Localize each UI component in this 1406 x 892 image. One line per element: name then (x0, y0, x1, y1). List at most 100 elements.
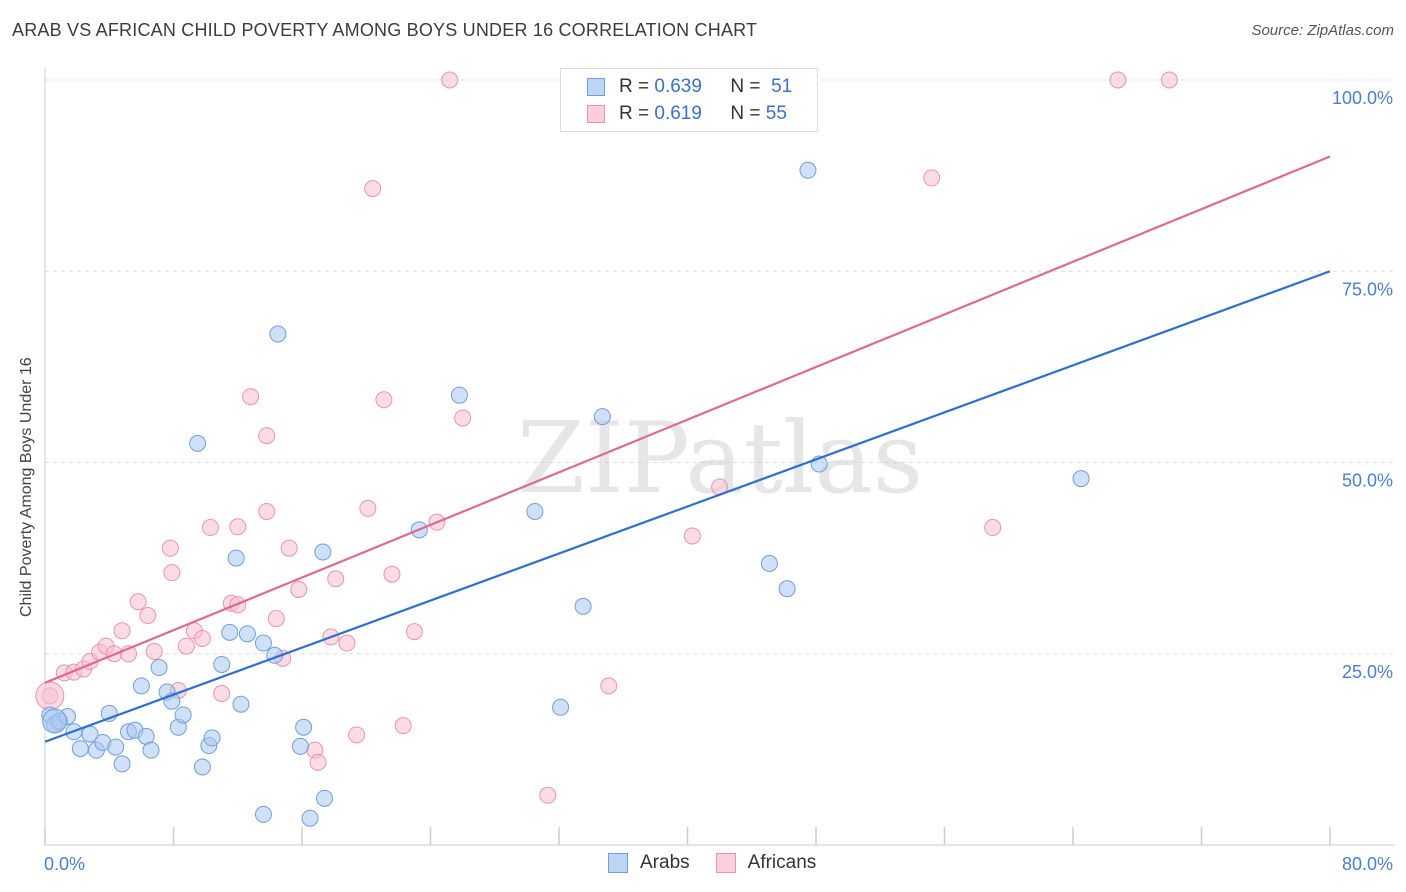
arabs-point (593, 408, 611, 426)
arabs-n-value: 51 (771, 76, 793, 97)
arabs-point (778, 580, 796, 598)
arabs-point (291, 737, 309, 755)
arabs-point (227, 549, 245, 567)
stats-legend: R = 0.639 N = 51 R = 0.619 N = 55 (560, 68, 818, 132)
africans-point (600, 677, 618, 695)
africans-point (139, 607, 157, 624)
arabs-r-label: R = (619, 76, 650, 97)
africans-point (327, 570, 345, 588)
arabs-point (107, 738, 125, 756)
africans-point (364, 180, 382, 198)
y-tick-label: 50.0% (1342, 471, 1393, 491)
africans-point (201, 519, 219, 537)
arabs-point (552, 698, 570, 716)
africans-point (359, 499, 377, 517)
arabs-point (232, 695, 250, 713)
arabs-n-label: N = (730, 76, 761, 97)
africans-point (394, 717, 412, 735)
africans-swatch (587, 105, 605, 123)
africans-r-value: 0.619 (654, 103, 702, 124)
arabs-point (189, 434, 207, 452)
arabs-point (254, 805, 272, 823)
series-legend: Arabs Africans (608, 852, 842, 874)
arabs-point (221, 623, 239, 641)
arabs-point (799, 161, 817, 179)
africans-point (193, 629, 211, 647)
arabs-point (71, 740, 89, 758)
x-tick-label: 0.0% (44, 854, 85, 874)
arabs-point (174, 706, 192, 724)
legend-item-africans: Africans (715, 852, 817, 874)
arabs-trend-line (44, 270, 1331, 743)
africans-r-label: R = (619, 103, 650, 124)
africans-point (539, 786, 557, 804)
africans-point (383, 565, 401, 583)
africans-point (1160, 71, 1178, 89)
arabs-point (1072, 470, 1090, 488)
arabs-point (238, 625, 256, 643)
africans-point (290, 580, 308, 598)
africans-point (405, 623, 423, 641)
africans-point (348, 726, 366, 744)
africans-point-cluster (35, 681, 65, 711)
africans-point (163, 564, 181, 582)
africans-point (177, 637, 195, 655)
legend-africans-label: Africans (747, 852, 817, 873)
arabs-point (269, 325, 287, 343)
arabs-point (574, 597, 592, 615)
africans-point (258, 427, 276, 445)
y-tick-label: 75.0% (1342, 279, 1393, 299)
africans-point (213, 685, 231, 703)
africans-point (1109, 71, 1127, 89)
arabs-point (203, 729, 221, 747)
arabs-point (295, 718, 313, 736)
africans-point (309, 753, 327, 771)
legend-row-arabs: R = 0.639 N = 51 (587, 75, 792, 99)
africans-point (129, 593, 147, 611)
africans-n-label: N = (730, 103, 761, 124)
arabs-point (450, 386, 468, 404)
africans-point (454, 409, 472, 427)
arabs-point-cluster (42, 708, 68, 734)
africans-point (113, 622, 131, 640)
chart-title: ARAB VS AFRICAN CHILD POVERTY AMONG BOYS… (12, 20, 758, 40)
chart-source: Source: ZipAtlas.com (1251, 22, 1394, 39)
arabs-point (132, 677, 150, 695)
watermark: ZIPatlas (517, 402, 923, 516)
legend-africans-swatch (715, 853, 736, 873)
arabs-point (315, 789, 333, 807)
africans-point (267, 610, 285, 628)
africans-point (923, 169, 941, 187)
africans-point (229, 518, 247, 536)
africans-point (242, 388, 260, 406)
arabs-swatch (587, 78, 605, 96)
y-tick-label: 25.0% (1342, 662, 1393, 682)
legend-item-arabs: Arabs (608, 852, 690, 874)
africans-point (280, 539, 298, 557)
africans-point (441, 71, 459, 89)
arabs-point (301, 809, 319, 827)
africans-point (145, 642, 163, 660)
africans-trend-line (44, 155, 1331, 684)
arabs-r-value: 0.639 (654, 76, 702, 97)
arabs-point (113, 755, 131, 773)
arabs-point (193, 758, 211, 776)
arabs-point (314, 543, 332, 561)
africans-point (984, 519, 1002, 537)
arabs-point (150, 659, 168, 677)
arabs-point (760, 554, 778, 572)
x-tick-label: 80.0% (1342, 854, 1393, 874)
africans-point (683, 527, 701, 545)
y-tick-label: 100.0% (1332, 88, 1393, 108)
africans-point (161, 539, 179, 557)
africans-point (258, 502, 276, 520)
arabs-point (526, 502, 544, 520)
arabs-point (142, 741, 160, 759)
arabs-point (254, 634, 272, 652)
africans-point (375, 391, 393, 409)
arabs-point (213, 655, 231, 673)
legend-arabs-label: Arabs (640, 852, 690, 873)
legend-arabs-swatch (608, 853, 628, 873)
legend-row-africans: R = 0.619 N = 55 (587, 102, 787, 126)
